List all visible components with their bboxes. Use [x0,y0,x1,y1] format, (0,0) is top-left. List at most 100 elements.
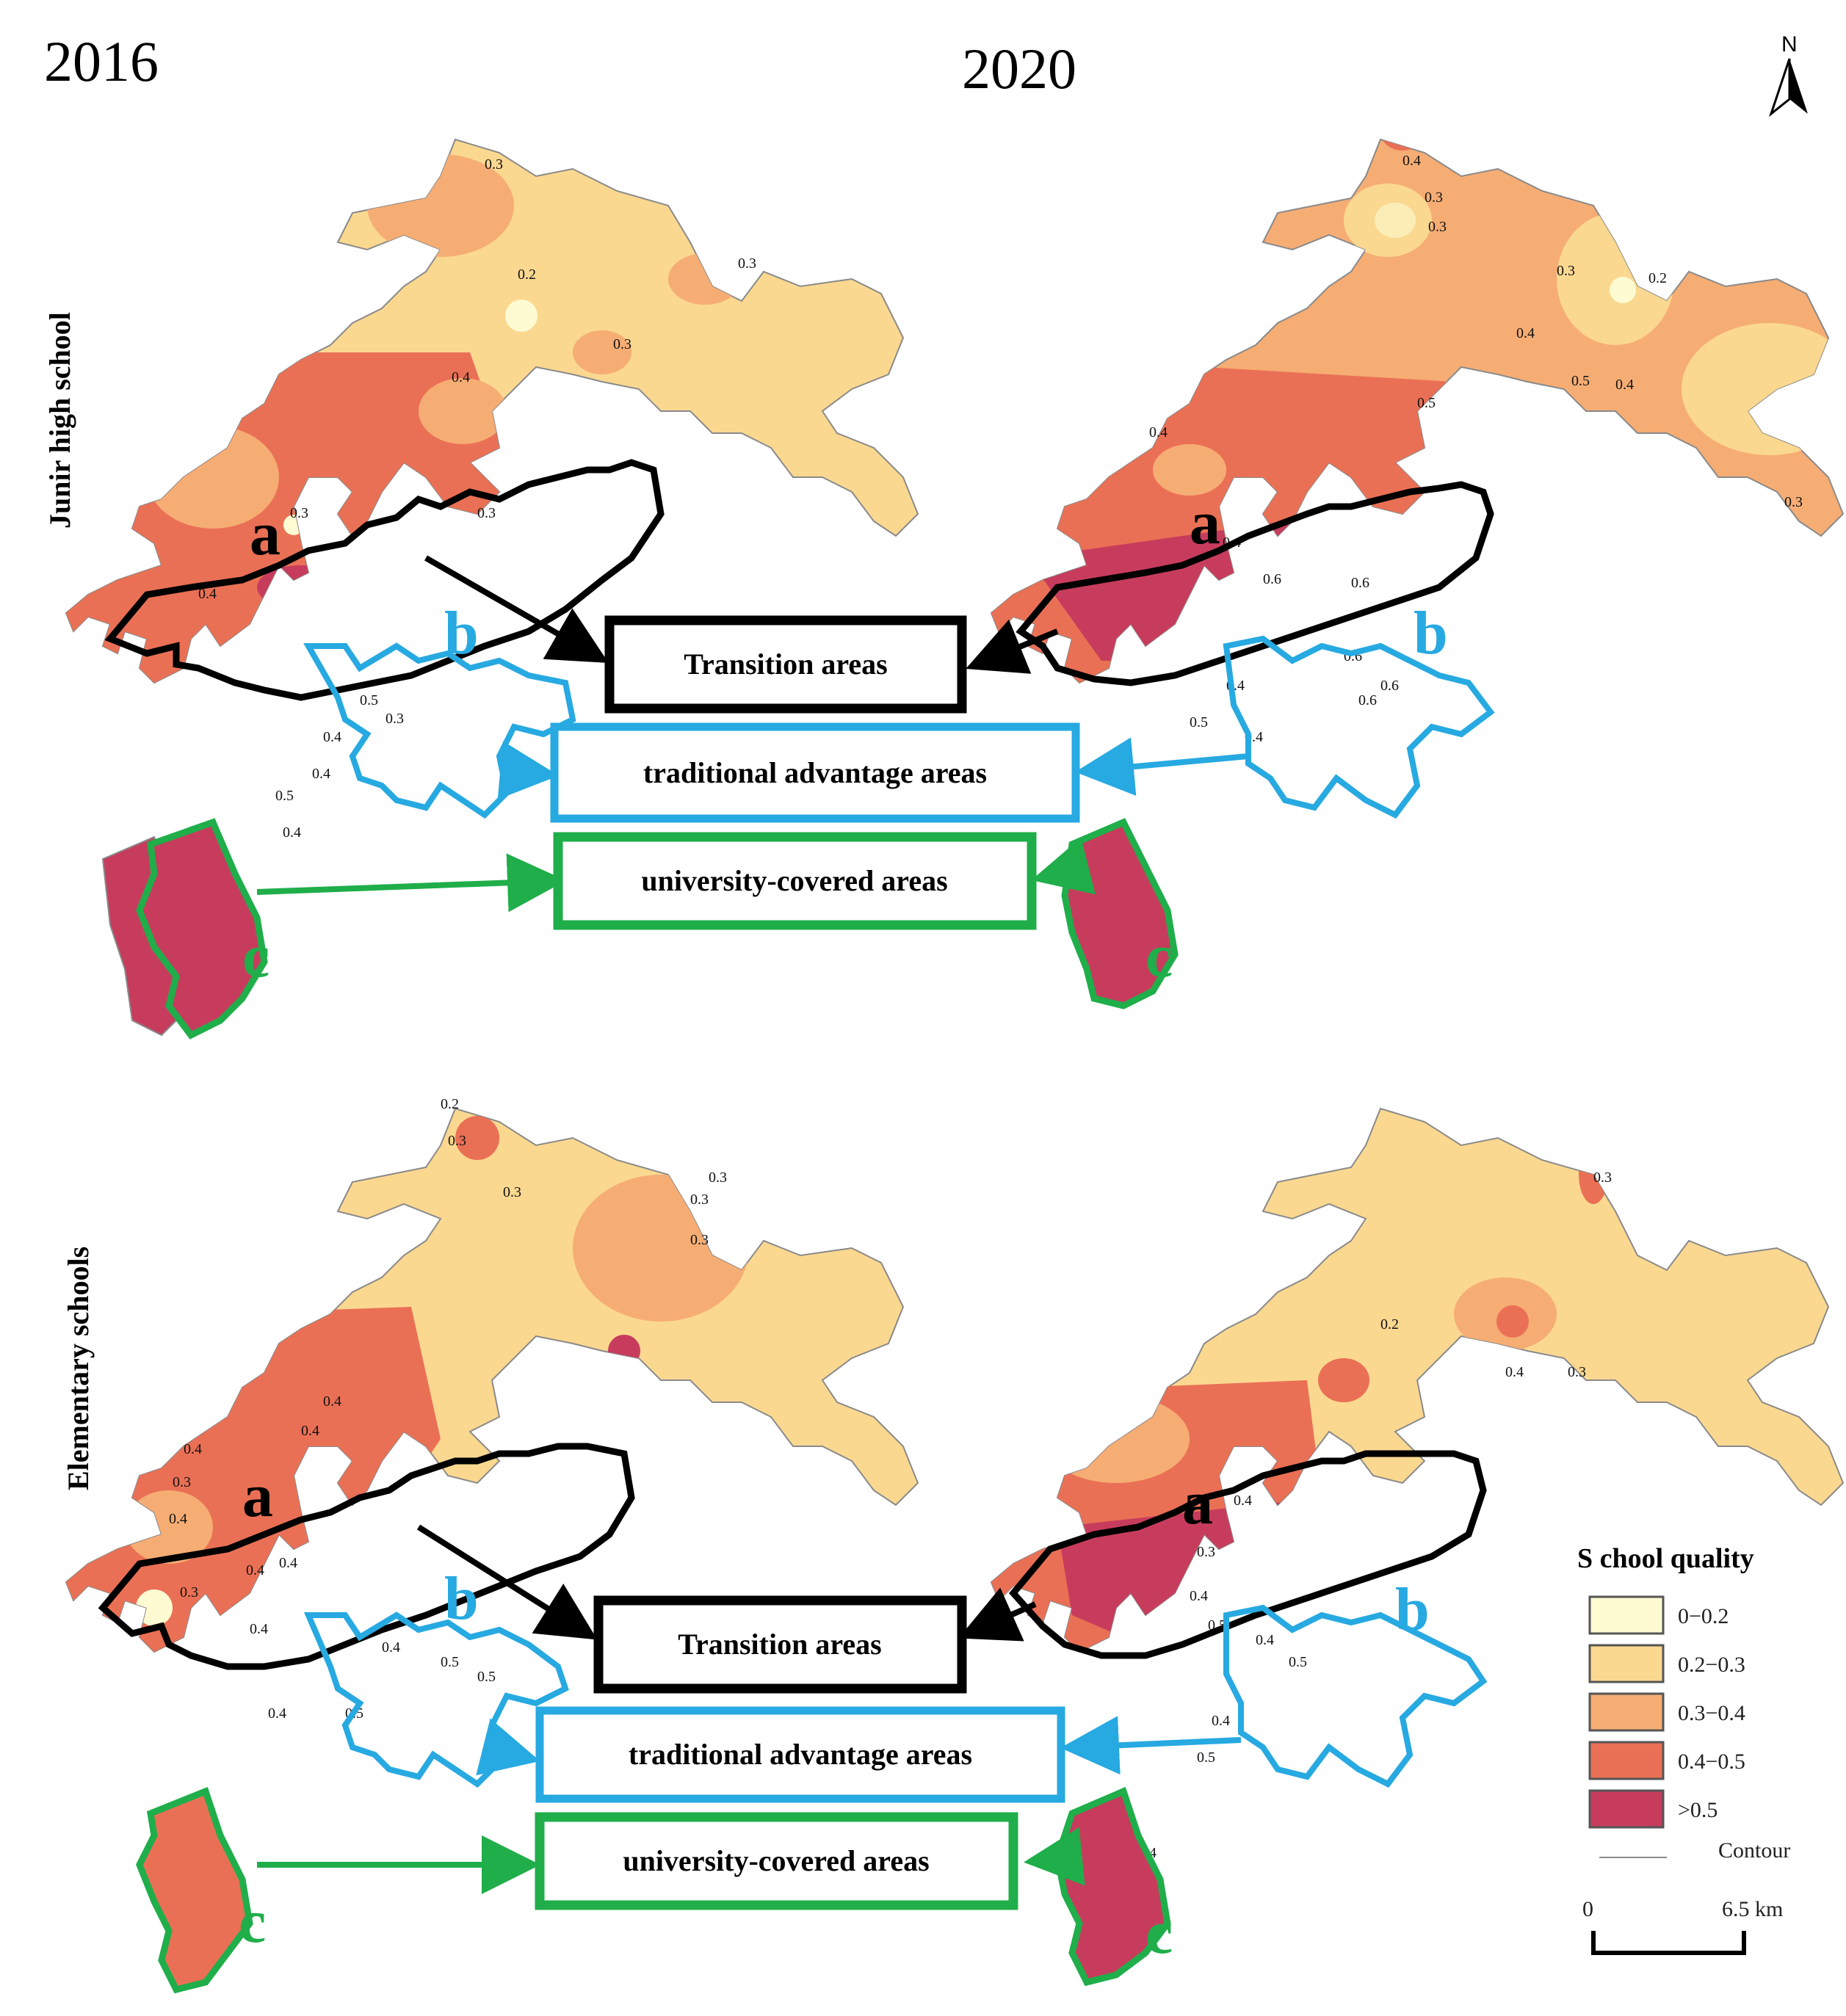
contour-label: 0.3 [1593,1170,1612,1186]
transition-areas-box-top: Transition areas [604,615,967,714]
region-a-outline-el2020 [1009,1450,1487,1659]
contour-label: 0.3 [738,255,756,272]
letter-a-jh2016: a [250,500,280,568]
contour-label: 0.3 [1557,263,1575,279]
contour-label: 0.3 [1425,189,1443,206]
contour-label: 0.4 [246,1562,264,1578]
transition-areas-box-bottom: Transition areas [593,1595,967,1694]
legend-item-label: 0.3−0.4 [1678,1701,1745,1725]
row-label-junior-high: Junir high school [43,312,76,529]
contour-label: 0.6 [1351,575,1369,591]
arrow-traditional-left-bottom [476,1718,540,1776]
legend-contour-label: Contour [1718,1838,1790,1863]
legend-item-label: 0.4−0.5 [1678,1750,1745,1774]
contour-label: 0.4 [268,1705,286,1722]
contour-label: 0.3 [1568,1364,1586,1380]
contour-label: 0.5 [1197,1750,1215,1766]
contour-label: 0.4 [1234,1493,1252,1509]
contour-label: 0.4 [301,1423,319,1439]
contour-label: 0.3 [1428,219,1447,235]
traditional-advantage-areas-box-bottom: traditional advantage areas [535,1706,1065,1803]
contour-label: 0.3 [448,1133,466,1149]
contour-label: 0.4 [382,1639,400,1656]
contour-label: 0.4 [312,766,330,782]
contour-label: 0.3 [690,1232,709,1248]
letter-c-jh2016: c [242,922,269,990]
contour-label: 0.4 [1516,325,1535,341]
contour-label: 0.4 [1149,424,1168,440]
scale-bar: 0 6.5 km [1582,1897,1783,1955]
legend-swatch [1588,1644,1665,1683]
contour-label: 0.2 [518,266,536,283]
contour-label: 0.4 [198,586,217,602]
scale-end-label: 6.5 km [1722,1897,1783,1921]
traditional-advantage-areas-box-top: traditional advantage areas [550,722,1080,823]
contour-label: 0.2 [441,1096,459,1112]
contour-label: 0.3 [690,1192,709,1208]
arrow-university-left-top [256,853,566,913]
arrow-transition-right-bottom [958,1587,1037,1642]
contour-label: 0.5 [1190,714,1208,730]
letter-b-el2020: b [1395,1576,1430,1644]
legend-item-label: >0.5 [1678,1798,1717,1822]
contour-label: 0.5 [275,788,294,804]
contour-label: 0.4 [1615,377,1634,393]
contour-label: 0.4 [452,369,470,385]
university-covered-areas-label: university-covered areas [623,1844,929,1877]
arrow-university-right-top [1031,837,1096,895]
contour-label: 0.6 [1358,692,1377,708]
region-b-outline-jh2020 [1223,635,1495,819]
contour-label: 0.4 [323,1393,341,1410]
contour-label: 0.6 [1263,571,1281,587]
arrow-traditional-left-top [497,741,559,800]
region-b-outline-el2020 [1223,1604,1488,1788]
contour-label: 0.3 [1197,1544,1215,1560]
contour-label: 0.3 [613,336,631,352]
contour-label: 0.5 [441,1654,459,1670]
contour-label: 0.3 [709,1170,727,1186]
letter-c-jh2020: c [1145,922,1173,990]
arrow-transition-right-top [966,619,1059,674]
university-covered-areas-box-top: university-covered areas [553,832,1037,930]
legend-item-label: 0−0.2 [1678,1604,1729,1628]
contour-label: 0.4 [1402,153,1421,169]
region-a-outline-jh2016 [104,459,665,701]
legend-title: S chool quality [1577,1543,1754,1574]
north-arrow-icon: N [1768,32,1808,117]
contour-label: 0.4 [1505,1364,1524,1380]
arrow-traditional-right-top [1075,737,1249,797]
arrow-transition-left-top [424,555,609,663]
region-a-outline-el2016 [98,1443,635,1670]
north-label: N [1781,32,1798,57]
letter-b-el2016: b [444,1564,479,1633]
legend-swatch [1588,1595,1665,1635]
contour-label: 0.3 [503,1184,521,1200]
contour-label: 0.3 [290,505,308,521]
contour-label: 0.4 [279,1555,297,1571]
letter-b-jh2016: b [444,599,479,667]
letter-a-el2016: a [242,1462,273,1530]
contour-label: 0.4 [250,1621,268,1637]
contour-label: 0.5 [1571,373,1590,389]
contour-label: 0.4 [184,1441,202,1457]
contour-label: 0.2 [1648,270,1667,286]
contour-label: 0.3 [180,1584,198,1600]
letter-c-el2016: c [239,1888,266,1956]
letter-b-jh2020: b [1414,599,1448,667]
year-2016-label: 2016 [44,29,159,93]
contour-labels: 0.30.20.30.30.40.3 0.30.40.50.40.30.40.50… [169,153,1803,1861]
row-label-elementary: Elementary schools [62,1247,95,1490]
contour-label: 0.3 [386,711,404,727]
legend-item-label: 0.2−0.3 [1678,1653,1745,1677]
contour-label: 0.6 [1380,678,1399,694]
scale-start-label: 0 [1582,1897,1593,1921]
arrow-traditional-right-bottom [1060,1716,1242,1775]
region-c-outline-jh2016 [136,818,268,1040]
legend-swatch [1588,1789,1665,1829]
university-covered-areas-box-bottom: university-covered areas [535,1812,1018,1910]
contour-label: 0.4 [323,729,341,745]
region-a-outline-jh2020 [1016,481,1494,686]
traditional-advantage-areas-label: traditional advantage areas [643,756,987,789]
contour-label: 0.2 [1380,1316,1399,1332]
